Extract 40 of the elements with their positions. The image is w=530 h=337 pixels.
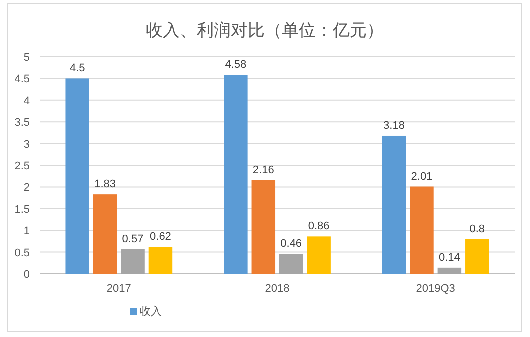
y-tick-label: 3.5 [14,117,30,130]
data-label: 2.01 [411,170,433,183]
data-label: 0.14 [438,252,460,264]
y-tick-label: 4 [24,95,30,108]
data-label: 2.16 [252,164,274,176]
bar [252,180,276,274]
y-tick-label: 3 [24,138,30,151]
data-label: 4.58 [225,59,247,72]
bar [410,186,434,274]
data-label: 0.8 [470,223,486,236]
y-tick-label: 0.5 [14,247,30,260]
chart-title: 收入、利润对比（单位：亿元） [146,21,384,40]
x-tick-label: 2019Q3 [416,283,456,295]
y-tick-label: 4.5 [14,74,30,86]
bar [121,249,145,274]
x-tick-label: 2017 [106,283,132,295]
data-label: 0.46 [280,238,302,250]
bar [148,247,173,274]
bar [224,75,248,274]
legend-label: 收入 [140,305,162,318]
data-label: 0.86 [308,220,330,233]
y-tick-label: 2.5 [14,160,30,172]
bar [66,78,90,274]
y-tick-label: 2 [24,182,30,194]
x-tick-label: 2018 [265,283,290,295]
bar [438,268,462,274]
data-label: 3.18 [384,120,405,132]
y-tick-label: 5 [24,52,30,64]
data-label: 4.5 [70,62,86,75]
bar [279,254,304,274]
data-label: 0.57 [122,233,144,246]
data-label: 0.62 [150,231,172,244]
y-tick-label: 1 [24,226,30,238]
y-tick-label: 1.5 [14,204,30,216]
bar [93,194,118,274]
bar [382,136,406,274]
y-tick-label: 0 [24,269,30,281]
data-label: 1.83 [94,178,116,191]
bar [466,239,490,274]
bar [307,236,331,274]
